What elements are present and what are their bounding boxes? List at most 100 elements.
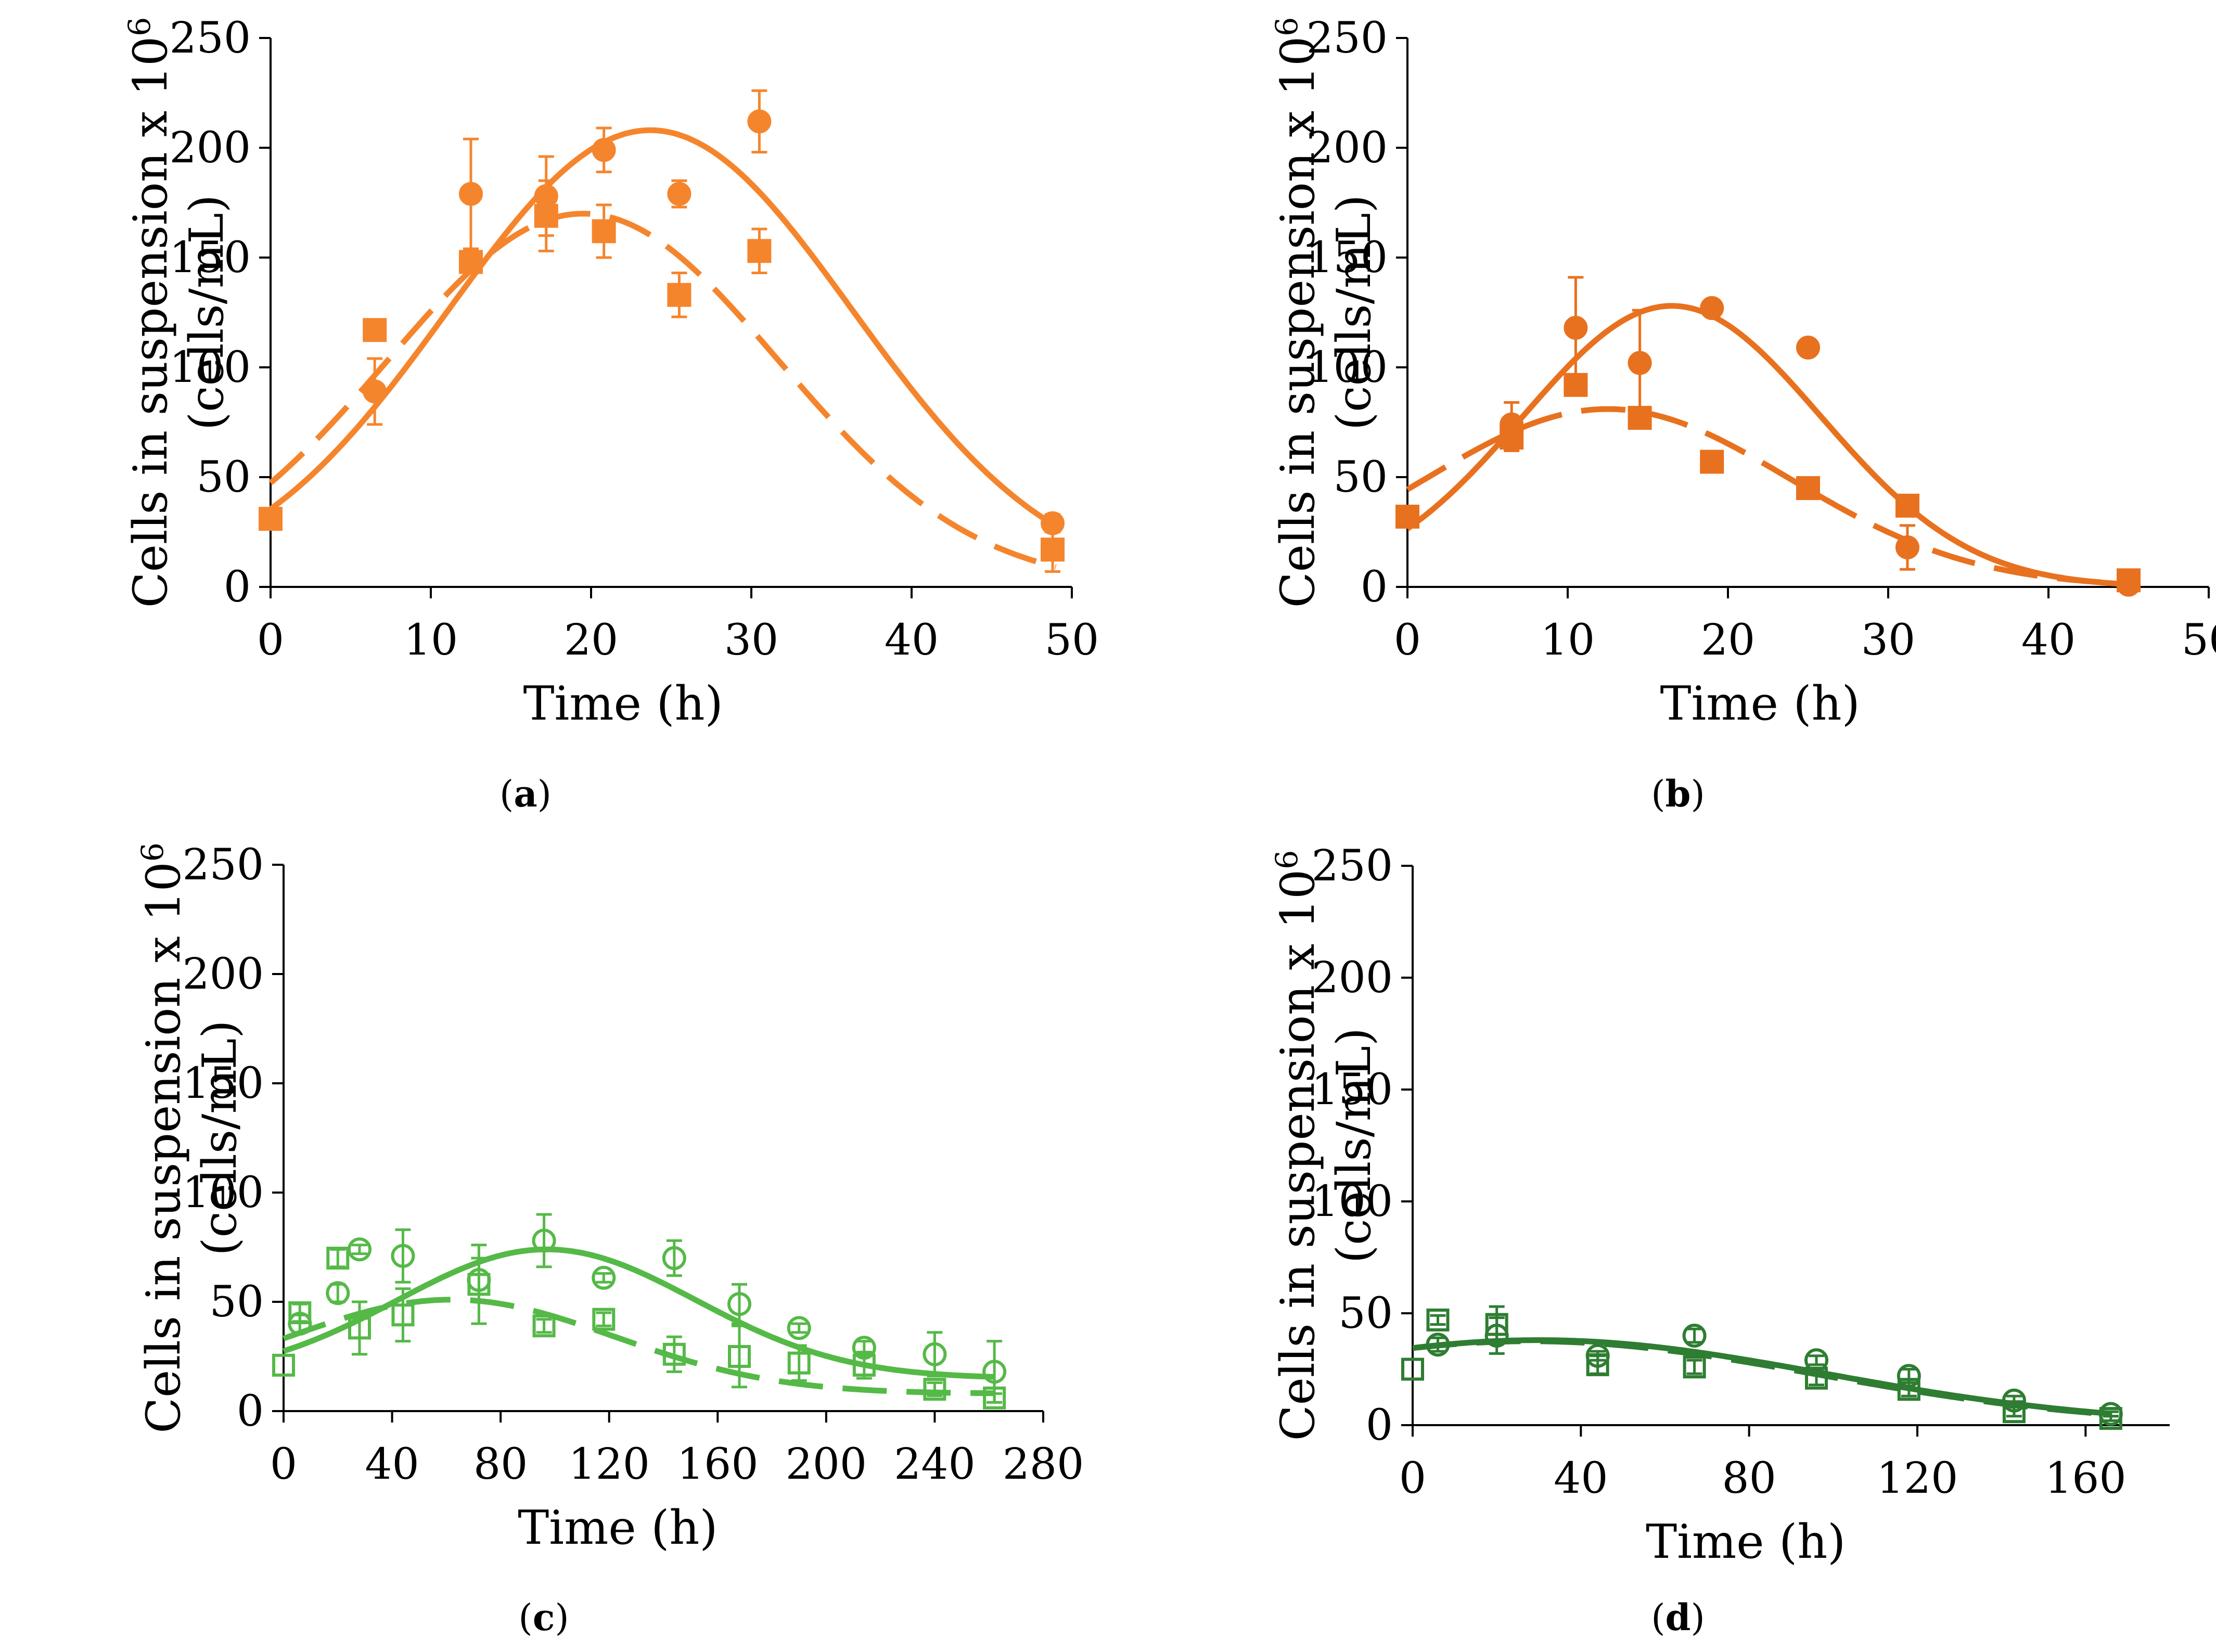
x-axis-title: Time (h) xyxy=(518,1501,718,1555)
data-point-square xyxy=(983,1386,1006,1410)
y-tick-label: 50 xyxy=(197,453,251,502)
data-point-square xyxy=(2117,568,2141,593)
x-axis-title: Time (h) xyxy=(523,676,723,731)
data-point-square xyxy=(1401,1358,1424,1381)
y-axis-title: Cells in suspension x 106(cells/mL) xyxy=(122,17,234,608)
y-tick-label: 200 xyxy=(182,950,264,999)
data-point-square xyxy=(728,1345,751,1368)
data-point-square xyxy=(1586,1353,1609,1376)
data-point-square xyxy=(1395,504,1419,529)
data-point-circle xyxy=(391,1244,415,1268)
panel-caption: (b) xyxy=(1651,772,1705,815)
y-axis-title-main: Cells in suspension x 10 xyxy=(123,36,178,608)
y-axis-title: Cells in suspension x 106(cells/mL) xyxy=(135,842,247,1433)
x-axis-title: Time (h) xyxy=(1646,1515,1846,1569)
panel-d: 0 50 100 150 200 250 0 40 80 120 160 Time (h) Cells … xyxy=(1269,841,2170,1639)
data-point-circle xyxy=(1426,1333,1450,1357)
x-tick-label: 20 xyxy=(564,616,618,665)
data-point-square xyxy=(1700,450,1724,474)
y-axis-title-exponent: 6 xyxy=(1269,850,1304,869)
y-axis-title-exponent: 6 xyxy=(135,842,170,862)
panel-caption-close: ) xyxy=(537,773,552,815)
panel-caption-letter: c xyxy=(533,1596,555,1639)
panel-caption-open: ( xyxy=(1651,773,1665,815)
y-axis-title-line1: Cells in suspension x 106 xyxy=(122,17,178,608)
y-tick-label: 150 xyxy=(1311,1065,1393,1115)
solid-fit-curve xyxy=(1405,303,2129,587)
y-axis-title-line1: Cells in suspension x 106 xyxy=(135,842,191,1433)
x-axis-title: Time (h) xyxy=(1660,676,1860,731)
panel-caption-close: ) xyxy=(1690,1596,1705,1639)
x-tick-label: 50 xyxy=(1045,616,1099,665)
x-tick-label: 240 xyxy=(894,1440,976,1489)
x-tick-label: 160 xyxy=(2045,1454,2127,1503)
y-axis-title-line2: (cells/mL) xyxy=(180,195,234,430)
data-point-circle xyxy=(923,1342,947,1366)
panel-caption-close: ) xyxy=(555,1596,569,1639)
x-tick-label: 40 xyxy=(365,1440,419,1489)
panel-caption: (c) xyxy=(518,1596,569,1639)
data-point-square xyxy=(1426,1308,1450,1331)
y-axis-title-exponent: 6 xyxy=(122,17,157,36)
data-point-square xyxy=(467,1273,491,1296)
data-point-square xyxy=(747,239,772,263)
x-tick-label: 0 xyxy=(257,616,284,665)
x-tick-label: 40 xyxy=(2021,616,2076,665)
y-tick-label: 250 xyxy=(1311,841,1393,891)
data-point-square xyxy=(1895,493,1919,518)
data-point-circle xyxy=(1796,336,1820,360)
x-tick-label: 120 xyxy=(568,1440,650,1489)
data-point-square xyxy=(2099,1407,2122,1430)
y-tick-label: 200 xyxy=(1311,953,1393,1003)
panel-caption-letter: b xyxy=(1666,772,1691,815)
y-tick-label: 100 xyxy=(1311,1177,1393,1226)
x-tick-label: 160 xyxy=(677,1440,759,1489)
data-point-circle xyxy=(532,1228,556,1253)
data-point-square xyxy=(852,1353,876,1377)
data-point-circle xyxy=(459,182,483,206)
data-point-square xyxy=(272,1353,295,1377)
panel-caption-open: ( xyxy=(518,1596,532,1639)
dashed-fit-curve xyxy=(1412,1338,2111,1417)
x-tick-label: 40 xyxy=(1554,1454,1608,1503)
x-tick-label: 80 xyxy=(1722,1454,1776,1503)
panel-caption: (a) xyxy=(499,772,552,815)
y-tick-label: 100 xyxy=(169,343,251,392)
panel-caption: (d) xyxy=(1651,1596,1705,1639)
data-point-circle xyxy=(662,1246,686,1270)
x-tick-label: 80 xyxy=(473,1440,528,1489)
panel-caption-letter: d xyxy=(1666,1596,1691,1639)
data-point-circle xyxy=(326,1281,350,1305)
y-axis-title-line2: (cells/mL) xyxy=(1327,1028,1381,1263)
data-point-square xyxy=(288,1301,312,1324)
data-point-square xyxy=(1683,1355,1706,1379)
data-point-circle xyxy=(592,138,616,162)
dashed-fit-curve xyxy=(1406,406,2129,587)
data-point-square xyxy=(459,250,483,274)
x-tick-label: 200 xyxy=(786,1440,867,1489)
data-point-square xyxy=(532,1314,556,1338)
x-tick-label: 30 xyxy=(1861,616,1915,665)
solid-fit-curve xyxy=(283,1246,995,1380)
y-tick-label: 0 xyxy=(1361,562,1388,612)
data-point-square xyxy=(592,1308,616,1331)
data-point-square xyxy=(1041,537,1065,562)
data-point-square xyxy=(787,1351,811,1375)
data-point-square xyxy=(391,1303,415,1327)
y-tick-label: 150 xyxy=(169,233,251,283)
panel-caption-close: ) xyxy=(1690,773,1705,815)
y-tick-label: 200 xyxy=(169,123,251,173)
y-axis-title-main: Cells in suspension x 10 xyxy=(1271,869,1325,1441)
data-point-circle xyxy=(1700,296,1724,321)
data-point-circle xyxy=(1564,316,1588,340)
data-point-square xyxy=(1796,476,1820,501)
x-tick-label: 120 xyxy=(1877,1454,1958,1503)
y-axis-title-line1: Cells in suspension x 106 xyxy=(1269,850,1325,1441)
x-tick-label: 0 xyxy=(270,1440,297,1489)
panel-a: 0 50 100 150 200 250 0 10 20 30 40 50 Time (h) Cells … xyxy=(122,14,1099,815)
panel-b: 0 50 100 150 200 250 0 10 20 30 40 50 Time (h) Cells … xyxy=(1269,14,2216,815)
data-point-circle xyxy=(1628,351,1652,375)
data-point-circle xyxy=(667,182,691,206)
y-tick-label: 250 xyxy=(169,14,251,63)
